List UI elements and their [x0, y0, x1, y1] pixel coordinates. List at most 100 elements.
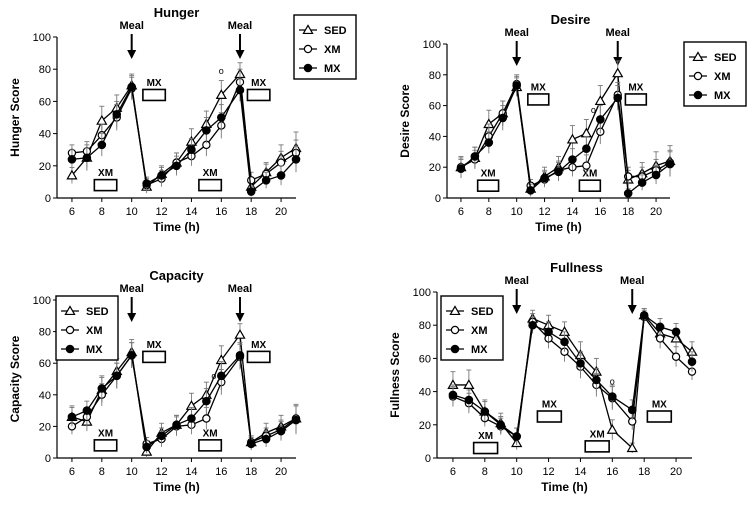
meal-label: Meal: [119, 283, 143, 295]
data-point: [671, 327, 681, 337]
legend-label: SED: [86, 306, 109, 318]
legend-label: MX: [714, 90, 731, 102]
y-tick-label: 20: [39, 161, 51, 173]
condition-box: [472, 441, 499, 455]
legend-label: XM: [714, 71, 731, 83]
data-point: [665, 159, 675, 169]
legend-marker: [693, 71, 703, 81]
x-tick-label: 16: [215, 466, 227, 478]
x-tick-label: 20: [650, 206, 662, 218]
data-point: [276, 171, 286, 180]
x-tick-label: 10: [126, 206, 138, 218]
data-point: [187, 145, 196, 154]
condition-box: [246, 88, 271, 102]
legend-marker: [450, 344, 460, 354]
data-point: [261, 175, 271, 185]
data-point: [528, 320, 537, 330]
legend-label: XM: [324, 44, 341, 56]
data-point: [463, 379, 475, 390]
condition-box: [584, 440, 610, 453]
condition-box: [198, 439, 223, 452]
condition-box-label: MX: [628, 82, 643, 93]
x-tick-label: 18: [245, 466, 257, 478]
desire-panel: Desire 0 20 40 60 80 100 6 8 10 12 14 16 18 20 Time (h)…: [398, 12, 747, 234]
y-tick-label: 40: [429, 131, 441, 143]
x-tick-label: 14: [574, 466, 586, 478]
data-point: [235, 85, 245, 95]
data-point: [582, 144, 591, 154]
data-point: [480, 407, 490, 416]
legend-marker: [64, 305, 76, 316]
desire-title: Desire: [551, 12, 591, 27]
legend-marker: [449, 305, 461, 316]
legend-marker: [65, 344, 75, 354]
x-tick-label: 18: [622, 206, 634, 218]
legend-label: XM: [471, 325, 488, 337]
x-tick-label: 16: [215, 206, 227, 218]
condition-box-label: XM: [478, 431, 493, 442]
hunger-panel: Hunger 0 20 40 60 80 100 6 8 10 12 14 16 18 20 Time (h)…: [8, 5, 357, 234]
x-tick-label: 8: [482, 466, 488, 478]
legend-label: SED: [471, 306, 494, 318]
condition-box-label: MX: [251, 78, 266, 89]
x-tick-label: 8: [99, 466, 105, 478]
legend-label: SED: [324, 25, 347, 37]
data-point: [671, 352, 681, 361]
series-mx: [456, 75, 675, 198]
x-tick-label: 18: [638, 466, 650, 478]
data-point: [655, 334, 665, 343]
legend-marker: [303, 44, 313, 54]
legend-label: MX: [86, 344, 103, 356]
legend-marker: [450, 325, 460, 335]
data-point: [526, 186, 535, 195]
x-tick-label: 12: [538, 206, 550, 218]
data-point: [651, 170, 661, 180]
y-tick-label: 100: [423, 39, 441, 51]
condition-box-label: XM: [481, 169, 496, 180]
data-point: [456, 164, 466, 174]
legend-marker: [692, 51, 704, 62]
data-point: [157, 171, 166, 180]
data-point: [498, 113, 508, 123]
series-mx: [67, 75, 301, 197]
condition-box-label: XM: [203, 168, 218, 179]
condition-box: [246, 350, 271, 364]
condition-box-label: MX: [147, 340, 162, 351]
meal-label: Meal: [504, 27, 528, 39]
series-line: [452, 314, 693, 438]
fullness-title: Fullness: [550, 260, 603, 275]
y-axis-label: Hunger Score: [8, 78, 22, 157]
data-point: [606, 423, 618, 434]
data-point: [592, 375, 601, 385]
data-point: [496, 420, 506, 430]
x-tick-label: 14: [185, 206, 197, 218]
x-tick-label: 20: [275, 206, 287, 218]
data-point: [127, 351, 136, 360]
y-tick-label: 20: [429, 162, 441, 174]
data-point: [512, 81, 521, 90]
data-point: [627, 405, 637, 415]
condition-box: [93, 439, 118, 452]
condition-box-label: XM: [203, 428, 218, 439]
y-tick-label: 40: [39, 129, 51, 141]
x-tick-label: 16: [594, 206, 606, 218]
condition-box: [142, 350, 167, 364]
x-tick-label: 8: [99, 206, 105, 218]
y-tick-label: 40: [39, 390, 51, 402]
data-point: [291, 155, 301, 164]
data-point: [202, 396, 211, 406]
data-point: [217, 371, 226, 381]
y-tick-label: 80: [39, 327, 51, 339]
y-tick-label: 60: [419, 353, 431, 365]
meal-arrow-head: [235, 313, 245, 322]
condition-box: [624, 93, 648, 106]
data-point: [261, 434, 271, 444]
meal-arrow-head: [627, 305, 637, 314]
data-point: [623, 189, 633, 198]
meal-arrow-head: [512, 305, 522, 314]
x-axis-label: Time (h): [535, 220, 581, 234]
data-point: [127, 82, 136, 92]
y-tick-label: 60: [39, 96, 51, 108]
y-tick-label: 20: [39, 421, 51, 433]
data-point: [142, 179, 151, 188]
